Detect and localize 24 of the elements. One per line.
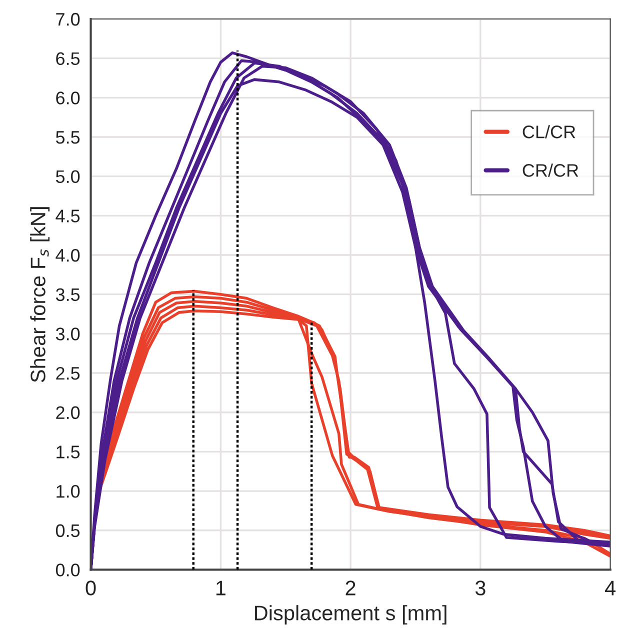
y-tick-label: 0.0 <box>56 564 80 576</box>
legend-label: CL/CR <box>522 125 576 138</box>
y-tick-label: 2.0 <box>56 406 80 420</box>
x-tick-label: 1 <box>216 580 226 596</box>
y-tick-label: 0.5 <box>56 524 80 538</box>
x-tick-label: 0 <box>86 580 96 596</box>
y-tick-label: 4.0 <box>56 248 80 262</box>
x-tick-label: 4 <box>605 580 616 596</box>
y-axis-title: Shear force F$_{s}$ [kN] <box>30 207 50 382</box>
x-axis-title: Displacement s [mm] <box>255 605 446 625</box>
y-tick-label: 6.5 <box>56 52 80 66</box>
y-tick-label: 1.0 <box>56 484 80 498</box>
legend-label: CR/CR <box>522 164 578 177</box>
y-tick-label: 4.5 <box>56 210 80 222</box>
y-tick-label: 3.0 <box>56 328 80 340</box>
x-tick-label: 3 <box>475 580 486 596</box>
x-tick-label: 2 <box>346 580 356 596</box>
y-tick-label: 1.5 <box>56 446 80 458</box>
y-tick-label: 5.5 <box>56 131 80 144</box>
y-tick-label: 6.0 <box>56 92 80 104</box>
y-tick-label: 7.0 <box>56 12 80 26</box>
y-tick-label: 3.5 <box>56 288 80 302</box>
y-tick-label: 2.5 <box>56 366 80 380</box>
y-tick-label: 5.0 <box>56 170 80 184</box>
